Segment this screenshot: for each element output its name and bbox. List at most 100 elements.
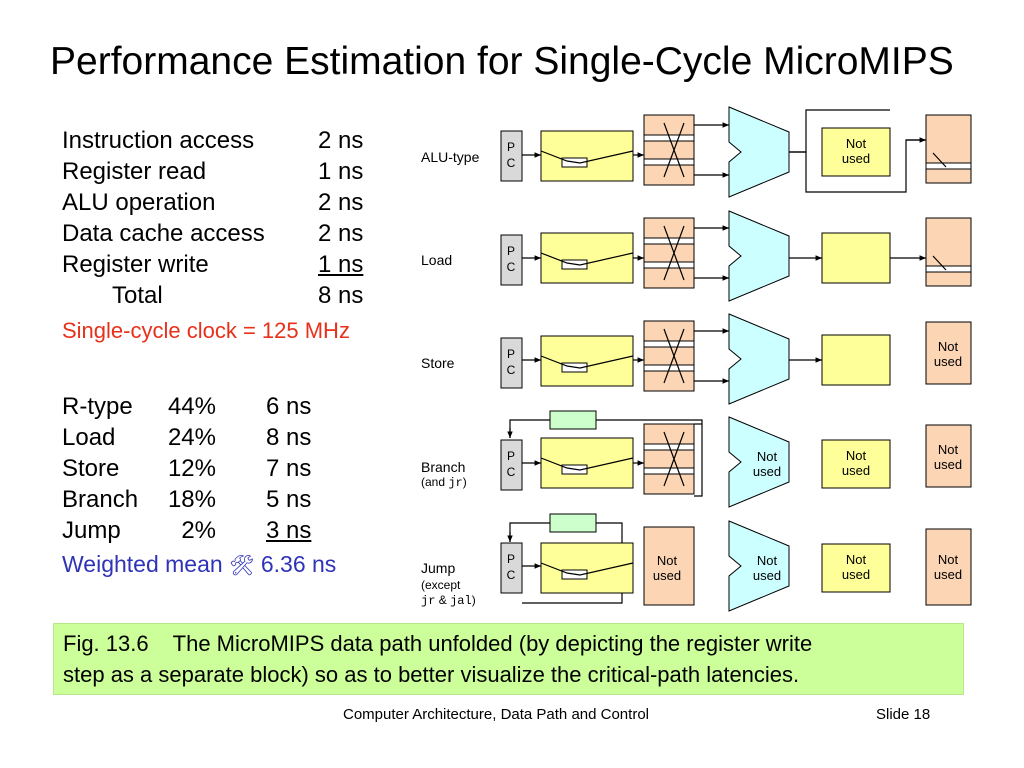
register-cross xyxy=(663,122,685,178)
pc-register-load xyxy=(500,234,523,286)
latency-total-label: Total xyxy=(112,282,163,309)
register-file xyxy=(643,423,695,495)
register-cross xyxy=(663,225,685,281)
reg-to-alu-head xyxy=(722,172,729,178)
not-used-label: used xyxy=(934,354,962,369)
not-used-label: Not xyxy=(938,552,959,567)
mix-time: 7 ns xyxy=(266,455,312,482)
latency-total-value: 8 ns xyxy=(318,282,364,309)
slide-title: Performance Estimation for Single-Cycle … xyxy=(50,40,954,83)
row-label-alu: ALU-type xyxy=(421,149,480,165)
pc-label: P xyxy=(507,449,515,463)
pc-to-imem-head xyxy=(534,460,541,466)
not-used-label: used xyxy=(842,567,870,582)
jump-to-pc xyxy=(509,522,550,542)
latency-value: 2 ns xyxy=(318,189,364,216)
pc-to-imem-head xyxy=(534,357,541,363)
branch-to-pc xyxy=(509,419,550,438)
imem-to-reg-head xyxy=(637,255,644,261)
not-used-label: used xyxy=(934,457,962,472)
instruction-memory xyxy=(540,335,634,387)
latency-name: Instruction access xyxy=(62,127,255,154)
tools-icon: 🛠 xyxy=(229,555,255,577)
register-write-wire xyxy=(932,152,947,168)
weighted-mean-value: 6.36 ns xyxy=(260,551,337,577)
pc-label: C xyxy=(507,568,516,582)
pc-to-imem-head xyxy=(534,255,541,261)
register-port xyxy=(925,162,972,170)
not-used-label: Not xyxy=(846,448,867,463)
reg-to-alu-head xyxy=(722,122,729,128)
mix-percent: 2% xyxy=(181,517,216,544)
alu-to-wb-arrow-head xyxy=(919,137,926,143)
not-used-label: used xyxy=(753,464,781,479)
pc-to-imem-head xyxy=(534,152,541,158)
pc-label: P xyxy=(507,244,515,258)
instruction-memory xyxy=(540,130,634,182)
imem-to-reg-head xyxy=(637,152,644,158)
mix-percent: 24% xyxy=(167,424,216,451)
latency-value: 1 ns xyxy=(318,251,364,278)
pc-register-jump xyxy=(500,542,523,594)
row-sub-text: ) xyxy=(471,593,476,607)
reg-to-alu-head xyxy=(722,225,729,231)
register-write-block xyxy=(925,114,972,184)
footer-course: Computer Architecture, Data Path and Con… xyxy=(343,706,649,723)
pc-to-imem-head xyxy=(534,563,541,569)
not-used-label: used xyxy=(842,463,870,478)
register-cross xyxy=(663,328,685,384)
row-label-load: Load xyxy=(421,252,453,268)
alu-to-cache-head xyxy=(815,357,822,363)
row-sub-code: jr xyxy=(448,476,463,490)
imem-wire xyxy=(540,252,634,266)
mix-time: 3 ns xyxy=(266,517,312,544)
reg-to-alu-head xyxy=(722,378,729,384)
imem-to-reg-head xyxy=(637,357,644,363)
mix-time: 8 ns xyxy=(266,424,312,451)
not-used-label: Not xyxy=(938,339,959,354)
mix-time: 5 ns xyxy=(266,486,312,513)
pc-label: P xyxy=(507,552,515,566)
jump-to-pc-arrow-head xyxy=(507,535,513,542)
reg-to-alu-head xyxy=(722,275,729,281)
mix-type: Jump xyxy=(62,517,121,544)
row-sub-code: jr xyxy=(421,594,436,608)
register-cross xyxy=(663,431,685,487)
row-sub-jump-2: jr & jal) xyxy=(421,593,476,609)
register-file-unused xyxy=(643,526,695,606)
data-cache-unused xyxy=(821,543,891,593)
alu xyxy=(728,416,790,508)
row-label-jump: Jump xyxy=(421,560,456,576)
not-used-label: used xyxy=(842,151,870,166)
figure-caption: Fig. 13.6 The MicroMIPS data path unfold… xyxy=(63,631,813,687)
not-used-label: Not xyxy=(757,553,778,568)
pc-label: C xyxy=(507,465,516,479)
latency-name: Data cache access xyxy=(62,220,265,247)
mix-type: Branch xyxy=(62,486,139,513)
pc-label: C xyxy=(507,363,516,377)
mix-percent: 44% xyxy=(167,393,216,420)
not-used-label: used xyxy=(753,568,781,583)
row-sub-text: & xyxy=(435,593,451,607)
instruction-memory xyxy=(540,232,634,284)
latency-value: 2 ns xyxy=(318,127,364,154)
pc-label: P xyxy=(507,140,515,154)
register-write-unused xyxy=(925,321,972,385)
register-file xyxy=(643,217,695,289)
mix-type: Load xyxy=(62,424,116,451)
data-cache xyxy=(821,232,891,284)
mix-percent: 18% xyxy=(167,486,216,513)
imem-to-reg-head xyxy=(637,460,644,466)
pc-register-alu xyxy=(500,130,523,182)
imem-wire xyxy=(540,355,634,369)
branch-feedback xyxy=(596,419,703,497)
pc-label: P xyxy=(507,347,515,361)
alu xyxy=(728,106,790,198)
register-write-unused xyxy=(925,528,972,606)
latency-name: ALU operation xyxy=(62,189,216,216)
branch-adder xyxy=(549,410,597,430)
latency-value: 2 ns xyxy=(318,220,364,247)
row-label-store: Store xyxy=(421,355,455,371)
imem-wire xyxy=(540,562,634,576)
row-sub-text: ) xyxy=(462,475,467,489)
